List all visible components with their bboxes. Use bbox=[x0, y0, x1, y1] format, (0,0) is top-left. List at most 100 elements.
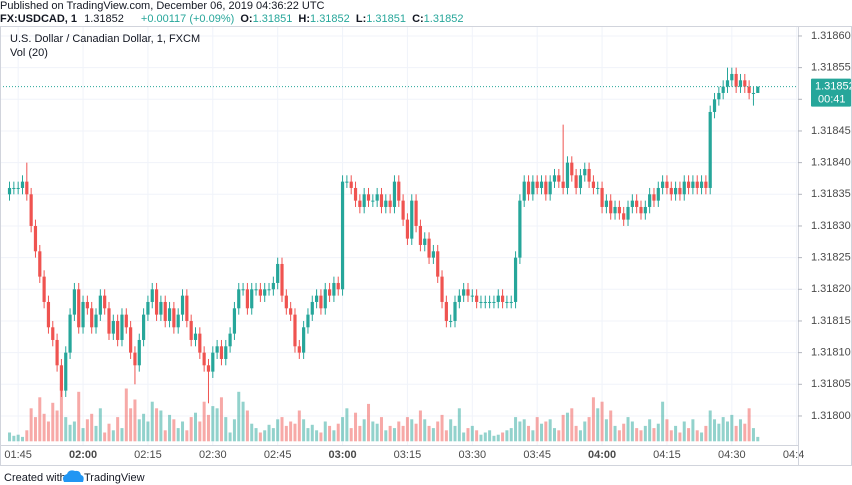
ohlc-label: O: bbox=[240, 13, 252, 25]
volume-bar bbox=[492, 435, 496, 442]
candle-body bbox=[241, 289, 245, 291]
volume-bar bbox=[172, 419, 176, 442]
candle-body bbox=[172, 308, 176, 328]
candle-body bbox=[751, 92, 756, 94]
volume-bar bbox=[643, 425, 647, 442]
y-tick-label: 1.31855 bbox=[811, 62, 851, 74]
price-tag-value: 1.31852 bbox=[815, 81, 852, 93]
candle-body bbox=[137, 339, 141, 366]
volume-bar bbox=[457, 408, 461, 442]
volume-bar bbox=[193, 412, 197, 442]
candle-body bbox=[103, 295, 107, 309]
volume-bar bbox=[211, 406, 215, 442]
candle-body bbox=[583, 168, 587, 176]
volume-bar bbox=[20, 436, 24, 442]
volume-bar bbox=[64, 417, 68, 442]
candle-body bbox=[150, 289, 154, 302]
volume-bar bbox=[72, 421, 76, 442]
candle-body bbox=[704, 181, 708, 188]
candle-body bbox=[29, 194, 33, 226]
candle-body bbox=[725, 80, 730, 87]
candle-body bbox=[475, 295, 479, 302]
candle-body bbox=[293, 314, 297, 347]
volume-bar bbox=[85, 419, 89, 442]
volume-bar bbox=[743, 423, 747, 442]
candle-body bbox=[353, 187, 358, 201]
volume-bar bbox=[116, 417, 120, 442]
volume-bar bbox=[604, 419, 608, 442]
candle-body bbox=[444, 301, 448, 321]
volume-bar bbox=[367, 403, 371, 442]
volume-bar bbox=[46, 421, 50, 442]
ohlc-label: L: bbox=[356, 13, 366, 25]
candle-body bbox=[414, 200, 418, 226]
candle-body bbox=[64, 352, 68, 391]
volume-bar bbox=[107, 423, 111, 442]
volume-bar bbox=[591, 397, 595, 442]
volume-bar bbox=[682, 421, 686, 442]
volume-bar bbox=[423, 419, 427, 442]
volume-bar bbox=[488, 430, 492, 442]
last-price: 1.31852 bbox=[84, 13, 124, 25]
candle-body bbox=[587, 168, 591, 182]
volume-bar bbox=[600, 401, 604, 442]
change: +0.00117 (+0.09%) bbox=[141, 13, 234, 25]
candle-body bbox=[622, 213, 626, 220]
volume-bar bbox=[527, 425, 531, 442]
volume-bar bbox=[142, 413, 146, 442]
candle-body bbox=[457, 295, 461, 302]
volume-bar bbox=[466, 428, 470, 442]
volume-bar bbox=[59, 386, 63, 442]
candle-body bbox=[107, 308, 111, 334]
y-tick-label: 1.31830 bbox=[811, 220, 851, 232]
volume-bar bbox=[496, 434, 500, 442]
volume-bar bbox=[38, 397, 42, 442]
candle-body bbox=[366, 194, 371, 201]
x-tick-label: 04:00 bbox=[588, 449, 616, 461]
candle-body bbox=[436, 251, 440, 277]
volume-bar bbox=[280, 417, 284, 442]
candle-body bbox=[669, 187, 673, 195]
candle-body bbox=[327, 289, 332, 296]
volume-bar bbox=[540, 423, 544, 442]
volume-bar bbox=[267, 424, 271, 442]
volume-bar bbox=[371, 421, 375, 442]
candle-body bbox=[141, 314, 146, 340]
volume-bar bbox=[150, 401, 154, 442]
volume-bar bbox=[51, 402, 55, 442]
volume-bar bbox=[405, 417, 409, 442]
candle-body bbox=[427, 238, 431, 258]
candle-body bbox=[289, 308, 293, 315]
y-tick-label: 1.31860 bbox=[811, 30, 851, 42]
candle-body bbox=[46, 301, 51, 328]
candle-body bbox=[323, 289, 327, 309]
candle-body bbox=[397, 181, 401, 201]
candle-body bbox=[643, 206, 647, 214]
candle-body bbox=[635, 200, 639, 207]
volume-bar bbox=[725, 421, 729, 442]
candle-body bbox=[33, 225, 38, 252]
volume-bar bbox=[557, 430, 561, 442]
x-tick-label: 04:45 bbox=[783, 449, 811, 461]
volume-bar bbox=[738, 419, 742, 442]
y-tick-label: 1.31815 bbox=[811, 315, 851, 327]
volume-bar bbox=[137, 419, 141, 442]
volume-bar bbox=[241, 401, 245, 442]
candle-body bbox=[25, 181, 29, 195]
candle-body bbox=[206, 365, 211, 372]
y-tick-label: 1.31840 bbox=[811, 157, 851, 169]
candle-body bbox=[176, 314, 180, 328]
volume-bar bbox=[431, 428, 435, 442]
candle-body bbox=[578, 175, 583, 188]
price-tag bbox=[811, 78, 851, 107]
candle-body bbox=[453, 301, 457, 321]
volume-bar bbox=[596, 408, 600, 442]
candle-body bbox=[648, 194, 652, 207]
volume-bar bbox=[617, 430, 621, 442]
candle-body bbox=[466, 289, 470, 296]
candle-body bbox=[462, 289, 466, 296]
volume-bar bbox=[16, 434, 20, 442]
candle-body bbox=[250, 289, 254, 309]
volume-bar bbox=[552, 428, 556, 442]
volume-bar bbox=[721, 417, 725, 442]
